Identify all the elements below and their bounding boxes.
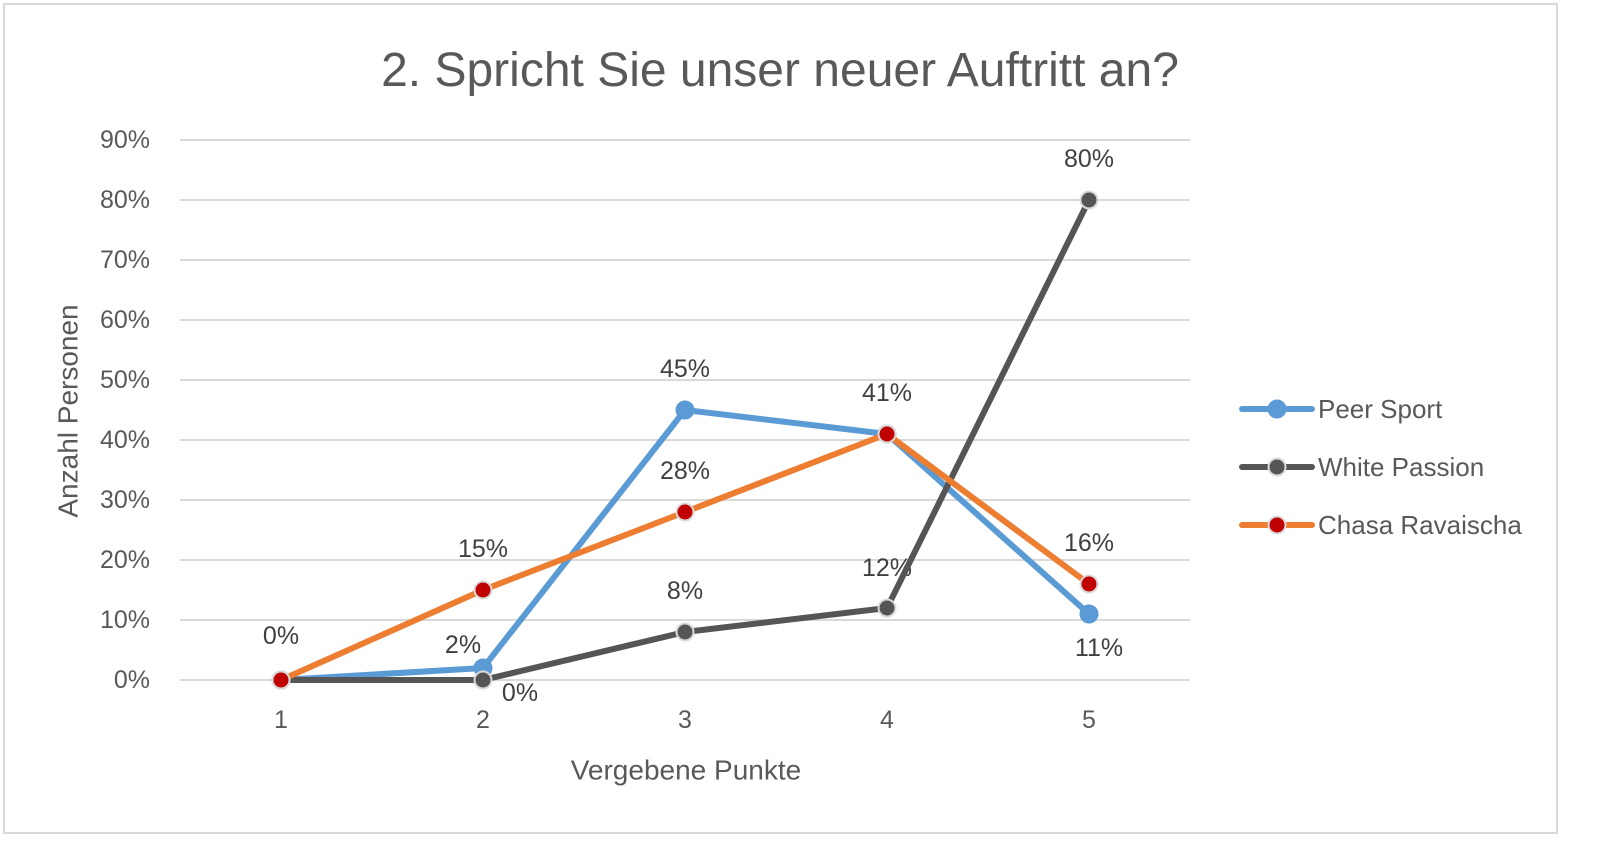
y-tick-label: 50%: [100, 366, 150, 394]
legend-item-peer-sport: Peer Sport: [1239, 394, 1443, 424]
data-point-white-passion: [877, 598, 897, 618]
y-tick-label: 60%: [100, 306, 150, 334]
x-axis-title: Vergebene Punkte: [571, 755, 801, 786]
x-axis-tick-labels: 1 2 3 4 5: [274, 706, 1096, 734]
legend-swatch-marker: [1267, 457, 1287, 477]
y-tick-label: 10%: [100, 606, 150, 634]
data-label-chasa-ravaischa: 16%: [1064, 529, 1114, 557]
x-tick-label: 4: [880, 706, 894, 734]
legend-item-white-passion: White Passion: [1239, 452, 1484, 482]
data-point-chasa-ravaischa: [1079, 574, 1099, 594]
data-label-peer-sport: 2%: [445, 631, 481, 659]
x-tick-label: 2: [476, 706, 490, 734]
legend-item-chasa-ravaischa: Chasa Ravaischa: [1239, 510, 1522, 540]
data-label-white-passion: 0%: [502, 679, 538, 707]
y-tick-label: 0%: [114, 666, 150, 694]
legend-swatch-marker: [1267, 515, 1287, 535]
data-point-white-passion: [1079, 190, 1099, 210]
chart-title: 2. Spricht Sie unser neuer Auftritt an?: [381, 44, 1179, 97]
series-chasa-ravaischa: [271, 424, 1099, 690]
data-label-white-passion: 80%: [1064, 145, 1114, 173]
data-label-peer-sport: 0%: [263, 622, 299, 650]
series-layer: [271, 190, 1099, 690]
data-label-white-passion: 8%: [667, 577, 703, 605]
data-label-chasa-ravaischa: 28%: [660, 457, 710, 485]
data-label-peer-sport: 11%: [1075, 634, 1123, 662]
y-tick-label: 40%: [100, 426, 150, 454]
data-label-peer-sport: 41%: [862, 379, 912, 407]
data-point-peer-sport: [1079, 604, 1099, 624]
data-point-white-passion: [675, 622, 695, 642]
y-tick-label: 90%: [100, 126, 150, 154]
y-tick-label: 20%: [100, 546, 150, 574]
data-label-chasa-ravaischa: 15%: [458, 535, 508, 563]
data-point-chasa-ravaischa: [271, 670, 291, 690]
legend-label: Chasa Ravaischa: [1318, 510, 1522, 540]
x-tick-label: 1: [274, 706, 288, 734]
legend: Peer Sport White Passion Chasa Ravaischa: [1239, 394, 1522, 540]
legend-label: Peer Sport: [1318, 394, 1443, 424]
legend-swatch-marker: [1267, 399, 1287, 419]
data-point-white-passion: [473, 670, 493, 690]
x-tick-label: 3: [678, 706, 692, 734]
data-labels: 0% 2%45%41%11%0%8%12%80%15%28%16%: [263, 145, 1123, 707]
data-point-chasa-ravaischa: [877, 424, 897, 444]
legend-label: White Passion: [1318, 452, 1484, 482]
data-point-chasa-ravaischa: [473, 580, 493, 600]
x-tick-label: 5: [1082, 706, 1096, 734]
series-white-passion: [271, 190, 1099, 690]
y-tick-label: 80%: [100, 186, 150, 214]
data-point-peer-sport: [675, 400, 695, 420]
y-axis-tick-labels: 0% 10% 20% 30% 40% 50% 60% 70% 80% 90%: [100, 126, 150, 694]
data-point-chasa-ravaischa: [675, 502, 695, 522]
y-tick-label: 30%: [100, 486, 150, 514]
data-label-peer-sport: 45%: [660, 355, 710, 383]
y-tick-label: 70%: [100, 246, 150, 274]
y-axis-title: Anzahl Personen: [53, 304, 84, 517]
